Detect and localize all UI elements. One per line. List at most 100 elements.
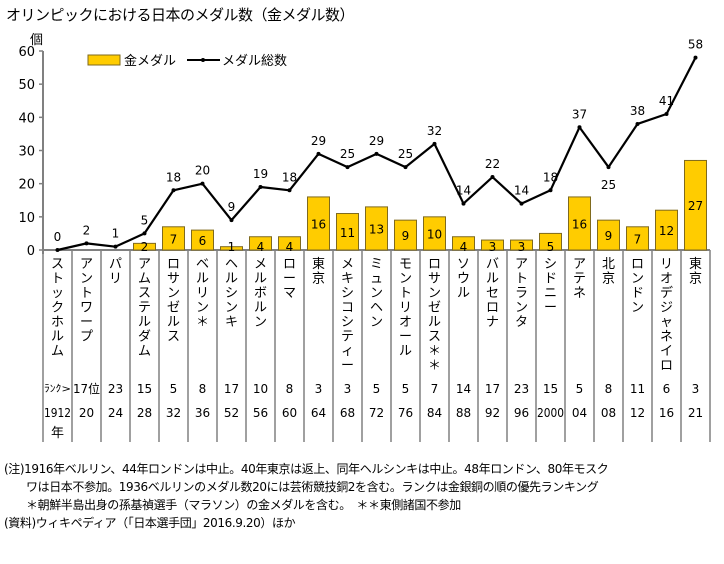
category-label-char: ド xyxy=(544,272,557,287)
category-label-char: ン xyxy=(631,272,644,287)
category-label-char: ア xyxy=(515,257,528,272)
category-label-char: ワ xyxy=(80,301,93,316)
category-label-char: ゼ xyxy=(428,301,441,316)
total-medal-point xyxy=(171,188,176,193)
gold-bar xyxy=(133,242,156,251)
total-medal-point xyxy=(258,184,263,189)
rank-value: 15 xyxy=(543,382,558,396)
category-label-char: コ xyxy=(341,301,354,316)
year-value: 68 xyxy=(340,406,355,420)
total-medal-point xyxy=(664,112,669,117)
gold-bar xyxy=(278,236,301,251)
gold-bar-label: 5 xyxy=(547,240,555,254)
gold-bar xyxy=(220,246,243,251)
rank-value: 23 xyxy=(514,382,529,396)
total-medal-label: 0 xyxy=(54,230,62,244)
year-value: 36 xyxy=(195,406,210,420)
total-medal-point xyxy=(113,244,118,249)
rank-value: 17 xyxy=(224,382,239,396)
category-label-char: マ xyxy=(283,286,296,301)
category-label-char: 北 xyxy=(602,257,615,272)
gold-bar xyxy=(365,206,388,251)
gold-bar-label: 2 xyxy=(141,240,149,254)
note-line-2: ワは日本不参加。1936ベルリンのメダル数20には芸術競技銅2を含む。ランクは金… xyxy=(26,480,599,494)
gold-bar-label: 7 xyxy=(170,232,178,246)
category-label-char: オ xyxy=(660,272,673,287)
category-label-char: ネ xyxy=(573,286,586,301)
gold-bar xyxy=(539,232,562,251)
category-label-char: ＊ xyxy=(428,359,441,374)
total-medal-point xyxy=(287,188,292,193)
category-label-char: キ xyxy=(225,315,238,330)
category-label-char: ミ xyxy=(370,257,383,272)
note-line-3: ＊朝鮮半島出身の孫基禎選手（マラソン）の金メダルを含む。 ＊＊東側諸国不参加 xyxy=(26,498,461,512)
category-label-char: サ xyxy=(167,272,180,287)
gold-bar xyxy=(626,226,649,251)
gold-bar-label: 4 xyxy=(460,240,468,254)
source-line: (資料)ウィキペディア（「日本選手団」2016.9.20）ほか xyxy=(4,516,296,530)
total-medal-point xyxy=(229,218,234,223)
gold-bar-label: 9 xyxy=(605,229,613,243)
category-label-char: モ xyxy=(399,257,412,272)
total-medal-point xyxy=(693,55,698,60)
total-medal-label: 18 xyxy=(543,170,558,184)
category-label-char: ＊ xyxy=(428,344,441,359)
total-medal-label: 9 xyxy=(228,200,236,214)
category-label-char: 東 xyxy=(689,256,702,272)
category-label-char: ラ xyxy=(515,286,528,301)
total-medal-label: 5 xyxy=(141,213,149,227)
total-medal-label: 29 xyxy=(369,134,384,148)
y-tick-label: 40 xyxy=(18,111,35,126)
chart-title: オリンピックにおける日本のメダル数（金メダル数） xyxy=(6,6,355,24)
gold-bar-label: 13 xyxy=(369,222,384,236)
category-label-char: ト xyxy=(80,286,93,301)
category-label-char: バ xyxy=(486,257,499,272)
category-label-char: テ xyxy=(138,301,151,316)
year-value: 52 xyxy=(224,406,239,420)
y-tick-label: 10 xyxy=(18,211,35,226)
category-label-char: ニ xyxy=(544,286,557,301)
rank-value: 5 xyxy=(402,382,410,396)
category-label-char: ト xyxy=(51,272,64,287)
category-label-char: サ xyxy=(428,272,441,287)
total-medal-label: 14 xyxy=(456,184,471,198)
category-label-char: リ xyxy=(196,286,209,301)
year-value: 24 xyxy=(108,406,123,420)
total-medal-point xyxy=(55,248,60,252)
category-label-char: ＊ xyxy=(196,315,209,330)
category-label-char: ウ xyxy=(457,272,470,287)
total-medal-label: 25 xyxy=(398,147,413,161)
year-value: 76 xyxy=(398,406,413,420)
category-label-char: ダ xyxy=(138,330,151,345)
year-value: 28 xyxy=(137,406,152,420)
total-medal-point xyxy=(606,165,611,170)
category-label-char: ム xyxy=(138,344,151,359)
category-label-char: ン xyxy=(167,286,180,301)
category-label-char: リ xyxy=(399,301,412,316)
gold-bar xyxy=(597,219,620,251)
category-label-char: ヘ xyxy=(370,301,383,316)
year-suffix: 年 xyxy=(51,426,64,441)
rank-value: 23 xyxy=(108,382,123,396)
category-label-char: ソ xyxy=(457,257,470,272)
rank-value: 5 xyxy=(576,382,584,396)
category-label-char: ン xyxy=(80,272,93,287)
rank-value: 7 xyxy=(431,382,439,396)
gold-bar-label: 12 xyxy=(659,224,674,238)
legend-line-label: メダル総数 xyxy=(222,54,287,69)
category-label-char: ト xyxy=(399,286,412,301)
category-label-char: ジ xyxy=(660,301,673,316)
category-label-char: オ xyxy=(399,315,412,330)
year-value: 64 xyxy=(311,406,326,420)
gold-bar-label: 16 xyxy=(311,217,326,231)
gold-bar-label: 3 xyxy=(489,240,497,254)
year-value: 84 xyxy=(427,406,442,420)
gold-bar xyxy=(481,239,504,251)
category-label-char: ド xyxy=(631,286,644,301)
gold-bar xyxy=(452,236,475,251)
rank-value: 3 xyxy=(692,382,700,396)
category-label-char: ル xyxy=(167,315,180,330)
category-label-char: ン xyxy=(631,301,644,316)
rank-value: 6 xyxy=(663,382,671,396)
